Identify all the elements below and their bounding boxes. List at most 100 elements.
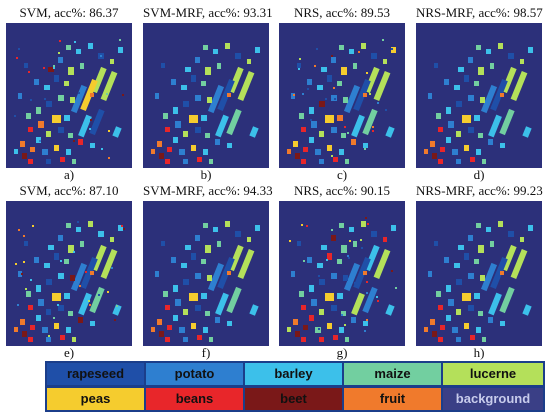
field-parcel	[428, 93, 432, 99]
panel-title: SVM-MRF, acc%: 94.33	[143, 183, 273, 198]
field-parcel	[317, 85, 323, 90]
field-parcel	[476, 45, 481, 50]
legend-item-fruit: fruit	[343, 387, 442, 411]
field-parcel	[89, 286, 105, 314]
field-parcel	[321, 67, 327, 72]
noise-pixel	[289, 240, 291, 242]
field-parcel	[249, 126, 259, 138]
noise-pixel	[73, 140, 75, 142]
field-parcel	[333, 335, 338, 340]
noise-pixel	[360, 239, 362, 241]
noise-pixel	[354, 282, 356, 284]
noise-pixel	[334, 98, 336, 100]
field-parcel	[100, 70, 118, 102]
field-parcel	[446, 315, 451, 321]
field-parcel	[319, 159, 324, 164]
noise-pixel	[119, 39, 121, 41]
field-parcel	[480, 97, 485, 103]
field-parcel	[58, 95, 64, 101]
noise-pixel	[361, 247, 363, 249]
field-parcel	[486, 49, 491, 54]
field-parcel	[456, 337, 461, 342]
field-parcel	[60, 335, 65, 340]
field-parcel	[432, 331, 437, 337]
field-parcel	[438, 337, 443, 342]
noise-pixel	[331, 229, 333, 231]
field-parcel	[203, 327, 208, 333]
field-parcel	[189, 115, 198, 123]
field-parcel	[255, 225, 260, 231]
panel-caption: c)	[336, 167, 348, 182]
noise-pixel	[344, 126, 346, 128]
field-parcel	[341, 133, 346, 138]
field-parcel	[440, 325, 445, 330]
noise-pixel	[348, 257, 350, 259]
field-parcel	[175, 121, 181, 128]
panel-title: NRS, acc%: 90.15	[293, 183, 391, 198]
classification-map	[143, 23, 269, 168]
field-parcel	[78, 114, 92, 138]
field-parcel	[165, 305, 170, 310]
noise-pixel	[73, 251, 75, 253]
noise-pixel	[106, 93, 108, 95]
noise-pixel	[25, 288, 27, 290]
field-parcel	[301, 127, 306, 132]
field-parcel	[226, 108, 242, 136]
field-parcel	[48, 67, 54, 72]
field-parcel	[319, 131, 324, 137]
field-parcel	[213, 227, 218, 232]
noise-pixel	[123, 228, 125, 230]
field-parcel	[341, 311, 346, 316]
field-parcel	[30, 147, 35, 152]
noise-pixel	[14, 115, 16, 117]
field-parcel	[235, 53, 241, 59]
field-parcel	[255, 47, 260, 53]
field-parcel	[112, 126, 122, 138]
field-parcel	[58, 305, 64, 311]
field-parcel	[247, 59, 251, 64]
field-parcel	[28, 127, 33, 132]
field-parcel	[383, 237, 387, 242]
field-parcel	[297, 63, 301, 68]
field-parcel	[14, 149, 18, 154]
field-parcel	[163, 291, 168, 297]
noise-pixel	[299, 58, 301, 60]
field-parcel	[197, 157, 202, 162]
field-parcel	[151, 149, 155, 154]
field-parcel	[201, 115, 207, 121]
field-parcel	[339, 223, 344, 228]
field-parcel	[54, 75, 59, 82]
noise-pixel	[377, 300, 379, 302]
field-parcel	[165, 159, 170, 164]
field-parcel	[309, 137, 314, 143]
field-parcel	[430, 319, 435, 325]
field-parcel	[325, 115, 334, 123]
field-parcel	[118, 47, 123, 53]
noise-pixel	[44, 98, 46, 100]
field-parcel	[34, 79, 39, 85]
field-parcel	[498, 43, 503, 49]
field-parcel	[333, 157, 338, 162]
noise-pixel	[341, 314, 343, 316]
field-parcel	[309, 107, 314, 114]
field-parcel	[520, 237, 524, 242]
field-parcel	[476, 327, 481, 333]
field-parcel	[215, 317, 220, 323]
field-parcel	[112, 304, 122, 316]
field-parcel	[217, 241, 221, 247]
noise-pixel	[358, 51, 360, 53]
field-parcel	[301, 337, 306, 342]
field-parcel	[446, 137, 451, 143]
legend-item-potato: potato	[145, 362, 244, 386]
field-parcel	[179, 149, 185, 155]
field-parcel	[436, 291, 441, 297]
field-parcel	[351, 139, 356, 145]
field-parcel	[183, 337, 188, 342]
noise-pixel	[90, 119, 92, 121]
field-parcel	[309, 285, 314, 292]
noise-pixel	[385, 109, 387, 111]
field-parcel	[468, 273, 474, 279]
field-parcel	[490, 79, 508, 111]
field-parcel	[337, 259, 342, 264]
noise-pixel	[364, 148, 366, 150]
